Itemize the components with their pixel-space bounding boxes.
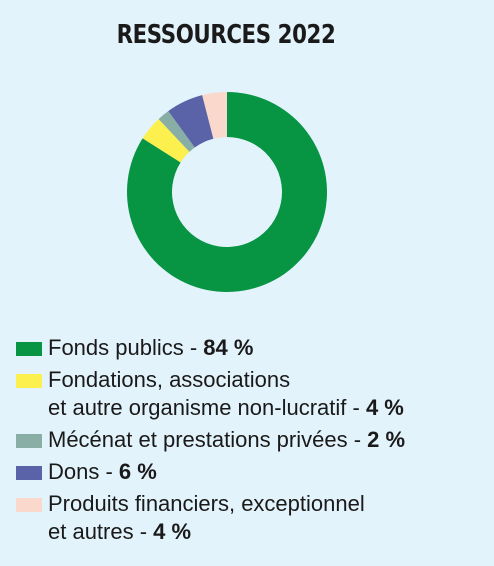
legend-percent: 6 %: [118, 459, 157, 484]
legend-item-produits: Produits financiers, exceptionnel et aut…: [16, 490, 486, 546]
legend-label-cont: et autre organisme non-lucratif -: [48, 395, 366, 420]
legend-item-fonds-publics: Fonds publics - 84 %: [16, 334, 486, 362]
legend-swatch: [16, 374, 42, 388]
legend-percent: 4 %: [365, 395, 404, 420]
legend-label: Dons -: [48, 459, 119, 484]
donut-slice-1: [142, 119, 190, 163]
legend-label: Fondations, associations: [48, 367, 291, 392]
legend-percent: 4 %: [153, 519, 192, 544]
legend-label: Mécénat et prestations privées -: [48, 427, 368, 452]
legend-item-fondations: Fondations, associations et autre organi…: [16, 366, 486, 422]
donut-slice-0: [127, 92, 328, 292]
legend-label-cont: et autres -: [48, 519, 154, 544]
donut-slice-4: [202, 92, 227, 139]
legend-item-dons: Dons - 6 %: [16, 458, 486, 486]
legend-label: Fonds publics -: [48, 335, 204, 360]
donut-chart: [127, 92, 328, 292]
chart-title: RESSOURCES 2022: [116, 20, 336, 50]
legend-label: Produits financiers, exceptionnel: [48, 491, 365, 516]
legend-swatch: [16, 342, 42, 356]
donut-slice-2: [158, 111, 195, 152]
legend-percent: 2 %: [367, 427, 406, 452]
legend-swatch: [16, 466, 42, 480]
legend-percent: 84 %: [203, 335, 254, 360]
legend-swatch: [16, 434, 42, 448]
legend-item-mecenat: Mécénat et prestations privées - 2 %: [16, 426, 486, 454]
donut-slice-3: [168, 95, 214, 148]
legend-swatch: [16, 498, 42, 512]
legend: Fonds publics - 84 % Fondations, associa…: [16, 334, 486, 550]
